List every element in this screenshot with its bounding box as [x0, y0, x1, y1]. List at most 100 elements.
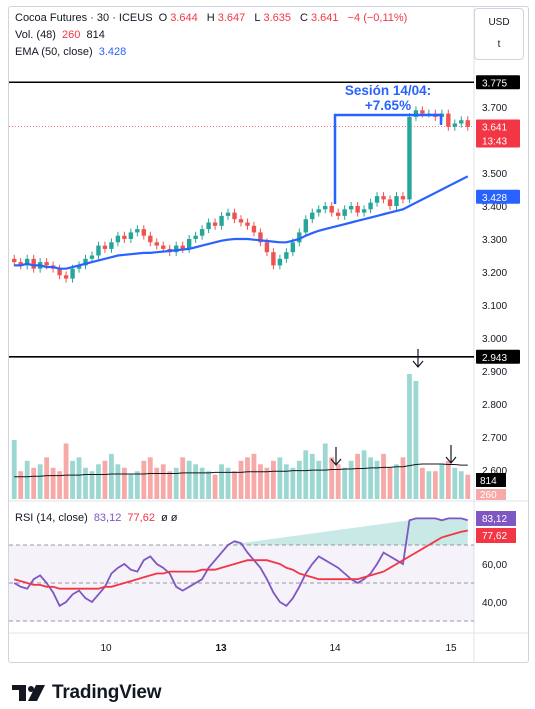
- time-tick-label: 15: [445, 643, 457, 654]
- volume-bar: [452, 467, 458, 499]
- candle-body: [161, 245, 166, 249]
- currency-selector[interactable]: USD t: [474, 8, 524, 60]
- price-tick-label: 2.900: [482, 367, 507, 378]
- candle-body: [290, 242, 296, 253]
- candle-body: [128, 232, 134, 239]
- rsi-ma-badge: [476, 528, 516, 543]
- ema-legend: EMA (50, close) 3.428: [15, 46, 129, 59]
- volume-bar: [439, 464, 445, 499]
- open-label: O: [158, 12, 168, 24]
- volume-bar: [270, 460, 276, 499]
- volume-bar: [89, 471, 95, 499]
- rsi-overbought-fill: [234, 518, 468, 545]
- volume-bar: [251, 453, 257, 499]
- volume-bar: [128, 474, 134, 499]
- candle-body: [368, 202, 373, 210]
- candle-body: [381, 196, 386, 200]
- candle-body: [102, 245, 108, 249]
- volume-bar: [180, 457, 186, 499]
- price-badge: [476, 349, 520, 364]
- volume-bar: [335, 464, 341, 499]
- volume-bar: [96, 464, 101, 499]
- candle-body: [135, 229, 140, 233]
- currency-label: USD: [488, 17, 510, 28]
- candle-body: [446, 113, 451, 127]
- volume-bar: [186, 460, 192, 499]
- candle-body: [264, 242, 270, 253]
- volume-bar: [115, 464, 121, 499]
- chart-canvas[interactable]: 3.700 3.500 3.400 3.300 3.200 3.100 3.000 2.900…: [9, 7, 528, 662]
- candle-body: [459, 120, 464, 124]
- candle-body: [70, 268, 75, 279]
- candle-body: [83, 258, 88, 266]
- volume-bar: [76, 457, 82, 499]
- volume-bar: [400, 457, 406, 499]
- candle-body: [225, 212, 231, 216]
- volume-ma-badge-label: 814: [480, 476, 497, 487]
- candle-body: [394, 196, 399, 206]
- volume-bar: [296, 460, 302, 499]
- candle-body: [186, 239, 192, 249]
- volume-bar: [387, 467, 393, 499]
- candle-body: [232, 212, 237, 220]
- session-annotation: Sesión 14/04: +7.65%: [335, 83, 441, 113]
- annotation-bracket: [333, 113, 443, 204]
- candle-body: [316, 209, 321, 213]
- volume-bar: [413, 380, 419, 499]
- last-price-badge: [476, 119, 520, 148]
- candle-body: [206, 222, 211, 230]
- volume-bar: [167, 471, 173, 499]
- price-tick-label: 2.600: [482, 466, 507, 477]
- candle-body: [251, 225, 257, 233]
- candle-body: [374, 196, 380, 203]
- candle-body: [277, 258, 283, 266]
- unit-label: t: [497, 39, 501, 50]
- volume-bar: [134, 471, 140, 499]
- volume-bar: [57, 471, 62, 499]
- candle-body: [193, 235, 198, 239]
- volume-ma-value: 814: [86, 29, 105, 41]
- ema-badge: [476, 189, 520, 204]
- volume-bar: [381, 453, 386, 499]
- candle-body: [238, 219, 244, 223]
- volume-bar: [206, 471, 212, 499]
- candle-body: [420, 110, 425, 114]
- volume-bar: [11, 439, 17, 499]
- price-tick-label: 3.000: [482, 334, 507, 345]
- price-tick-label: 3.200: [482, 268, 507, 279]
- candle-body: [109, 242, 114, 249]
- volume-bar: [44, 457, 50, 499]
- volume-ma-line: [14, 463, 468, 478]
- tradingview-brand[interactable]: TradingView: [12, 682, 162, 704]
- candle-body: [44, 262, 49, 266]
- volume-bar: [154, 467, 160, 499]
- candle-body: [361, 209, 367, 213]
- volume-bar: [374, 460, 380, 499]
- volume-bar: [212, 474, 218, 499]
- chart-frame[interactable]: 3.700 3.500 3.400 3.300 3.200 3.100 3.000 2.900…: [8, 6, 529, 663]
- arrow-icon: [330, 458, 342, 466]
- volume-bar: [432, 471, 438, 499]
- candle-body: [297, 232, 302, 243]
- volume-bar: [24, 460, 30, 499]
- high-value: 3.647: [217, 12, 246, 24]
- candle-body: [413, 110, 419, 117]
- volume-badge: [476, 489, 506, 500]
- candle-body: [245, 222, 250, 226]
- volume-bar: [394, 464, 399, 499]
- brand-name: TradingView: [52, 682, 162, 703]
- volume-bar: [109, 453, 114, 499]
- volume-bar: [31, 467, 37, 499]
- tradingview-logo-icon: [12, 685, 45, 701]
- rsi-line: [13, 517, 469, 608]
- volume-bar: [219, 464, 224, 499]
- candle-body: [465, 120, 470, 127]
- volume-bar: [355, 453, 361, 499]
- open-value: 3.644: [170, 12, 198, 24]
- candle-body: [96, 245, 101, 256]
- volume-bar: [277, 457, 283, 499]
- volume-bar: [445, 460, 451, 499]
- volume-bar: [70, 460, 75, 499]
- rsi-label: RSI (14, close): [15, 512, 88, 524]
- close-value: 3.641: [311, 12, 339, 24]
